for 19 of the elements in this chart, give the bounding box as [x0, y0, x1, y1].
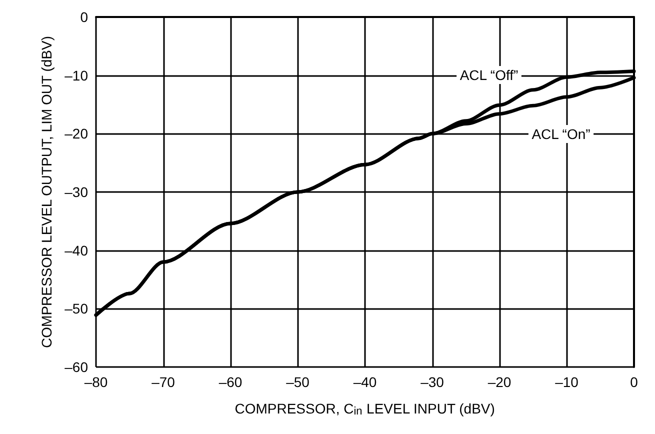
- y-tick-label: –50: [64, 300, 88, 317]
- x-tick-label: –30: [420, 374, 444, 390]
- x-tick-label: 0: [630, 374, 638, 390]
- annotation: ACL “Off”: [460, 67, 519, 83]
- x-tick-label: –80: [84, 374, 108, 390]
- y-tick-label: –40: [64, 242, 88, 258]
- annotation: ACL “On”: [532, 126, 591, 142]
- x-tick-label: –20: [488, 374, 512, 390]
- x-tick-label: –10: [555, 374, 579, 390]
- x-tick-label: –40: [353, 374, 377, 390]
- y-tick-label: –30: [64, 184, 88, 200]
- y-axis-title: COMPRESSOR LEVEL OUTPUT, LIM OUT (dBV): [38, 36, 55, 348]
- y-tick-label: 0: [80, 9, 88, 25]
- y-tick-label: –10: [64, 67, 88, 84]
- y-tick-label: –60: [64, 359, 88, 375]
- x-tick-label: –50: [286, 374, 310, 390]
- y-tick-label: –20: [64, 126, 88, 142]
- x-tick-label: –70: [152, 374, 176, 390]
- x-tick-label: –60: [218, 374, 242, 390]
